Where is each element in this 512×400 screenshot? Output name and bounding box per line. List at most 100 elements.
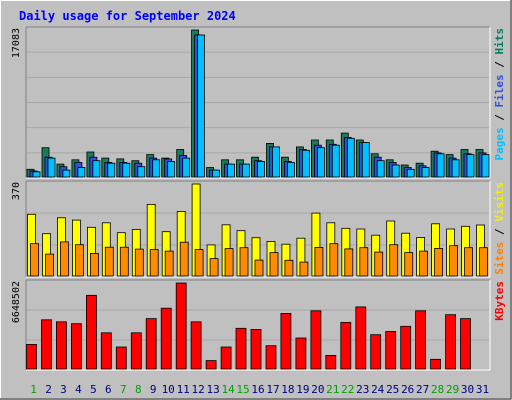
bar-sites-day-17 bbox=[269, 252, 279, 277]
bar-sites-day-18 bbox=[284, 259, 294, 277]
bar-kbytes-day-30 bbox=[460, 318, 471, 370]
bar-sites-day-13 bbox=[209, 258, 219, 277]
bar-kbytes-day-25 bbox=[385, 331, 397, 370]
bar-kbytes-day-28 bbox=[430, 358, 442, 370]
bar-sites-day-6 bbox=[104, 246, 114, 277]
bar-sites-day-22 bbox=[344, 248, 354, 277]
bar-kbytes-day-15 bbox=[235, 327, 247, 370]
day-axis-labels: 1 2 3 4 5 6 7 8 9 10 11 12 13 14 15 16 17 18 19 20 21 22 23 24 2… bbox=[30, 383, 489, 396]
bar-kbytes-day-8 bbox=[130, 332, 142, 370]
bar-pages-day-13 bbox=[212, 169, 221, 178]
day-label-5: 5 bbox=[90, 383, 97, 396]
bar-sites-day-25 bbox=[389, 244, 399, 277]
bar-kbytes-day-5 bbox=[86, 294, 97, 370]
bar-sites-day-10 bbox=[164, 250, 174, 277]
day-label-22: 22 bbox=[341, 383, 354, 396]
bar-pages-day-29 bbox=[451, 159, 460, 178]
bar-pages-day-1 bbox=[32, 171, 41, 178]
panel-2: 370 Sites / Visits bbox=[11, 180, 506, 278]
day-label-30: 30 bbox=[461, 383, 474, 396]
day-label-12: 12 bbox=[191, 383, 204, 396]
series-axis-label-part: Sites bbox=[493, 242, 506, 275]
bar-kbytes-day-10 bbox=[160, 307, 172, 370]
day-label-19: 19 bbox=[296, 383, 309, 396]
day-label-10: 10 bbox=[162, 383, 175, 396]
day-label-3: 3 bbox=[60, 383, 67, 396]
bar-pages-day-3 bbox=[62, 169, 71, 178]
bar-pages-day-8 bbox=[137, 166, 146, 178]
series-axis-label-part: / bbox=[493, 55, 506, 75]
bar-kbytes-day-26 bbox=[400, 325, 412, 370]
panel-3: 6648502 KBytes bbox=[11, 279, 506, 371]
bar-sites-day-8 bbox=[134, 248, 144, 277]
series-axis-label-part: Files bbox=[493, 74, 506, 107]
panel-1: 17083 Pages / Files / Hits bbox=[11, 26, 506, 179]
bar-sites-day-3 bbox=[60, 241, 69, 277]
series-axis-label-part: KBytes bbox=[493, 281, 506, 321]
bar-pages-day-28 bbox=[436, 153, 445, 178]
bar-kbytes-day-7 bbox=[115, 346, 127, 370]
bar-kbytes-day-29 bbox=[445, 314, 457, 370]
bar-kbytes-day-9 bbox=[145, 318, 157, 370]
chart-panels: 17083 Pages / Files / Hits 370 Sites / Visi… bbox=[11, 26, 506, 371]
bar-kbytes-day-20 bbox=[310, 310, 322, 370]
bar-pages-day-16 bbox=[257, 161, 265, 178]
bar-sites-day-20 bbox=[314, 246, 324, 277]
bar-sites-day-26 bbox=[404, 252, 414, 277]
series-axis-label-part: Visits bbox=[493, 182, 506, 222]
day-label-17: 17 bbox=[266, 383, 279, 396]
bar-pages-day-20 bbox=[316, 147, 325, 178]
bar-sites-day-28 bbox=[434, 247, 444, 277]
bar-kbytes-day-19 bbox=[295, 337, 307, 370]
bar-kbytes-day-22 bbox=[340, 321, 352, 370]
bar-pages-day-2 bbox=[47, 157, 56, 178]
series-axis-label: Sites / Visits bbox=[493, 182, 506, 275]
bar-kbytes-day-14 bbox=[220, 346, 232, 370]
bar-pages-day-14 bbox=[227, 163, 236, 178]
day-label-18: 18 bbox=[281, 383, 294, 396]
bar-kbytes-day-6 bbox=[100, 332, 112, 370]
bar-kbytes-day-12 bbox=[190, 321, 202, 370]
bar-kbytes-day-1 bbox=[26, 343, 37, 370]
bar-pages-day-7 bbox=[122, 162, 131, 178]
bar-pages-day-6 bbox=[107, 162, 116, 178]
day-label-31: 31 bbox=[476, 383, 489, 396]
bar-pages-day-5 bbox=[92, 160, 101, 178]
bar-sites-day-5 bbox=[90, 252, 99, 277]
day-label-2: 2 bbox=[45, 383, 52, 396]
day-label-11: 11 bbox=[177, 383, 190, 396]
bar-pages-day-11 bbox=[182, 157, 191, 178]
bar-sites-day-27 bbox=[419, 250, 429, 277]
series-axis-label-part: Hits bbox=[493, 28, 506, 55]
bar-sites-day-2 bbox=[45, 253, 54, 277]
bar-kbytes-day-3 bbox=[56, 321, 67, 370]
bar-kbytes-day-4 bbox=[71, 323, 82, 370]
bar-sites-day-12 bbox=[194, 249, 204, 277]
series-axis-label-part: / bbox=[493, 222, 506, 242]
day-label-14: 14 bbox=[221, 383, 235, 396]
day-label-24: 24 bbox=[371, 383, 385, 396]
bar-pages-day-22 bbox=[346, 137, 355, 178]
day-label-6: 6 bbox=[105, 383, 112, 396]
bar-sites-day-21 bbox=[329, 243, 339, 277]
bar-sites-day-16 bbox=[254, 259, 264, 277]
day-label-26: 26 bbox=[401, 383, 414, 396]
bar-pages-day-23 bbox=[361, 142, 370, 178]
bar-pages-day-12 bbox=[197, 34, 206, 178]
day-label-13: 13 bbox=[206, 383, 219, 396]
bar-pages-day-17 bbox=[272, 146, 280, 178]
bar-kbytes-day-24 bbox=[370, 334, 382, 370]
day-label-21: 21 bbox=[326, 383, 339, 396]
series-axis-label: KBytes bbox=[493, 281, 506, 321]
bar-sites-day-15 bbox=[239, 247, 249, 277]
bar-kbytes-day-13 bbox=[205, 360, 217, 370]
bar-sites-day-7 bbox=[119, 246, 129, 277]
y-max-label: 6648502 bbox=[11, 281, 22, 323]
bar-sites-day-30 bbox=[464, 247, 473, 277]
bar-sites-day-29 bbox=[449, 245, 459, 277]
bar-sites-day-14 bbox=[224, 248, 234, 277]
series-axis-label-part: / bbox=[493, 108, 506, 128]
bar-kbytes-day-18 bbox=[280, 312, 292, 370]
day-label-7: 7 bbox=[120, 383, 127, 396]
